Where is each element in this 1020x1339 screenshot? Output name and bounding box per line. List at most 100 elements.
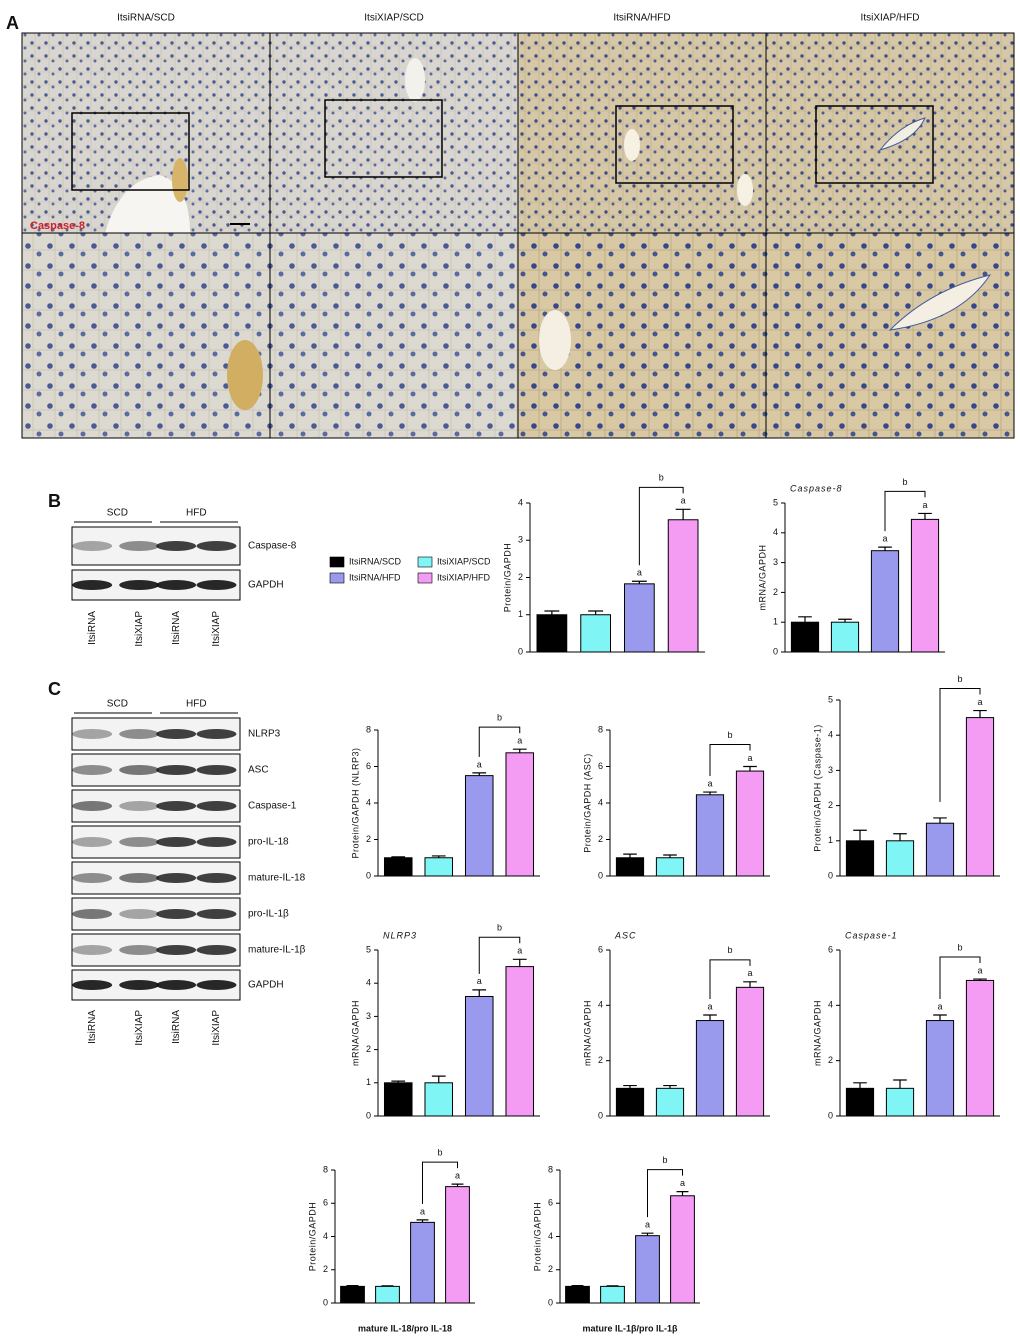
bracket-label: b: [662, 1155, 667, 1165]
blot-band: [72, 837, 113, 847]
error-bar: [703, 1014, 717, 1021]
x-axis-label: mature IL-18/pro IL-18: [358, 1323, 452, 1333]
significance-label: a: [747, 968, 752, 978]
y-tick-label: 0: [366, 870, 371, 880]
micrograph: [518, 33, 766, 233]
error-bar: [472, 772, 487, 776]
vessel: [539, 310, 571, 370]
significance-label: a: [645, 1220, 650, 1230]
error-bar: [918, 512, 932, 520]
bar: [735, 986, 765, 1117]
y-tick-label: 3: [773, 557, 778, 567]
y-tick-label: 2: [598, 1055, 603, 1065]
significance-label: a: [680, 1178, 685, 1188]
significance-bracket: [709, 744, 751, 777]
significance-label: a: [937, 1001, 942, 1011]
error-bar: [391, 1080, 406, 1083]
y-axis-label: Protein/GAPDH (Caspase-1): [812, 724, 822, 852]
y-axis-label: mRNA/GAPDH: [757, 544, 767, 610]
blot-band: [156, 873, 197, 883]
bar: [464, 995, 494, 1117]
panel-label: B: [48, 491, 61, 511]
y-axis-label: Protein/GAPDH: [502, 543, 512, 613]
vessel: [888, 274, 992, 331]
significance-label: a: [477, 976, 482, 986]
y-tick-label: 0: [366, 1110, 371, 1120]
blot-band: [119, 909, 160, 919]
error-bar: [743, 765, 757, 772]
bar: [695, 794, 725, 877]
blot-band: [196, 837, 237, 847]
significance-bracket: [939, 956, 981, 1000]
bar: [600, 1285, 625, 1304]
bar: [615, 1087, 645, 1117]
chart-title: Caspase-1: [845, 930, 898, 940]
error-bar: [973, 978, 987, 981]
y-tick-label: 1: [773, 617, 778, 627]
blot-band: [72, 945, 113, 955]
blot-row-label: Caspase-1: [248, 801, 297, 812]
bar: [790, 621, 820, 653]
chart-title: ASC: [614, 930, 637, 940]
error-bar: [431, 1075, 446, 1083]
bracket-label: b: [437, 1148, 442, 1158]
significance-label: a: [977, 697, 982, 707]
error-bar: [623, 1084, 637, 1089]
blot-group: SCD: [107, 508, 128, 519]
significance-label: a: [455, 1171, 460, 1181]
blot-band: [196, 980, 237, 990]
significance-bracket: [638, 486, 684, 566]
significance-label: a: [477, 759, 482, 769]
bar: [655, 857, 685, 877]
bar: [925, 1020, 955, 1117]
error-bar: [838, 618, 852, 623]
micrograph: [766, 233, 1014, 438]
blot-band: [156, 801, 197, 811]
y-tick-label: 5: [366, 944, 371, 954]
histology-panel: A ItsiRNA/SCD ItsiXIAP/SCD ItsiRNA/HFD I…: [6, 13, 1015, 439]
blot-band: [156, 580, 197, 590]
bar: [635, 1235, 660, 1304]
blot-group: HFD: [186, 508, 207, 519]
bar: [464, 775, 494, 877]
bar: [925, 822, 955, 877]
chart-title: Caspase-8: [790, 483, 843, 493]
error-bar: [512, 748, 527, 753]
bar: [830, 621, 860, 653]
error-bar: [933, 817, 947, 824]
blot-band: [72, 980, 113, 990]
error-bar: [451, 1183, 464, 1187]
bar: [424, 1082, 454, 1117]
y-tick-label: 2: [828, 800, 833, 810]
error-bar: [346, 1284, 359, 1287]
lane-label: ItsiXIAP: [211, 1010, 222, 1046]
blot-band: [156, 729, 197, 739]
error-bar: [703, 791, 717, 795]
y-tick-label: 2: [518, 572, 523, 582]
divider: [22, 33, 1014, 438]
y-tick-label: 3: [366, 1011, 371, 1021]
error-bar: [798, 616, 812, 623]
y-tick-label: 4: [598, 1000, 603, 1010]
bar: [965, 717, 995, 877]
significance-bracket: [884, 490, 926, 532]
y-axis-label: mRNA/GAPDH: [812, 1000, 822, 1066]
blot-band: [196, 541, 237, 551]
blot-band: [196, 801, 237, 811]
error-bar: [973, 709, 987, 718]
blot-band: [72, 909, 113, 919]
blot-band: [119, 580, 160, 590]
bar: [655, 1087, 685, 1117]
bar: [695, 1020, 725, 1117]
blot-row-label: mature-IL-18: [248, 873, 306, 884]
significance-bracket: [478, 936, 521, 974]
error-bar: [893, 833, 907, 841]
vessel: [624, 129, 640, 161]
stain-label: Caspase-8: [30, 220, 85, 232]
error-bar: [663, 1084, 677, 1089]
column-title: ItsiRNA/HFD: [613, 13, 670, 24]
bar: [870, 550, 900, 653]
column-title: ItsiXIAP/SCD: [364, 13, 423, 24]
y-tick-label: 4: [548, 1231, 553, 1241]
blot-band: [119, 729, 160, 739]
